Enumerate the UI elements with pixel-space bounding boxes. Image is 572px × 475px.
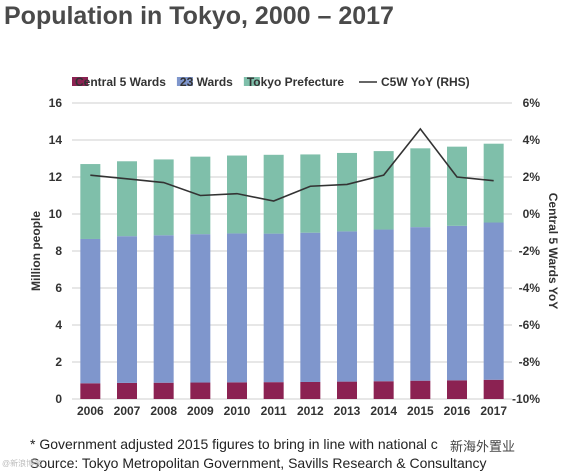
x-tick-label: 2010 <box>224 404 251 418</box>
bar-central-5-wards <box>263 382 284 399</box>
bar-23-wards <box>263 233 284 383</box>
bar-tokyo-prefecture <box>263 154 284 234</box>
bar-23-wards <box>300 232 321 382</box>
y2-axis-label: Central 5 Wards YoY <box>546 193 560 309</box>
bar-tokyo-prefecture <box>410 148 431 228</box>
x-tick-label: 2009 <box>187 404 214 418</box>
bar-tokyo-prefecture <box>300 154 321 233</box>
y-tick-label: 12 <box>49 170 63 184</box>
y-tick-label: 6 <box>55 281 62 295</box>
x-tick-label: 2012 <box>297 404 324 418</box>
y2-tick-label: 2% <box>523 170 541 184</box>
y2-tick-label: -6% <box>519 318 541 332</box>
bar-23-wards <box>117 236 137 383</box>
x-tick-label: 2007 <box>114 404 141 418</box>
bar-central-5-wards <box>153 382 174 399</box>
y-tick-label: 0 <box>55 392 62 406</box>
bar-central-5-wards <box>190 382 211 399</box>
bar-23-wards <box>447 225 467 381</box>
bar-tokyo-prefecture <box>153 159 174 236</box>
y-tick-label: 2 <box>55 355 62 369</box>
y2-tick-label: -2% <box>519 244 541 258</box>
y-tick-label: 8 <box>55 244 62 258</box>
bar-23-wards <box>410 227 431 381</box>
x-tick-label: 2008 <box>150 404 177 418</box>
bar-23-wards <box>483 222 504 380</box>
bar-central-5-wards <box>117 382 137 399</box>
bar-23-wards <box>373 229 394 382</box>
legend-swatch <box>72 77 88 86</box>
bar-central-5-wards <box>227 382 247 399</box>
bar-23-wards <box>337 231 357 382</box>
watermark-left: @新浪博客 <box>2 459 43 468</box>
y2-tick-label: -10% <box>512 392 540 406</box>
y-axis-label: Million people <box>29 211 43 291</box>
bar-23-wards <box>190 234 211 383</box>
bar-23-wards <box>227 233 247 383</box>
source-note: Source: Tokyo Metropolitan Government, S… <box>30 455 487 471</box>
bar-central-5-wards <box>410 380 431 399</box>
chart-title: Population in Tokyo, 2000 – 2017 <box>4 2 394 30</box>
x-tick-label: 2014 <box>370 404 397 418</box>
x-tick-label: 2006 <box>77 404 104 418</box>
bar-23-wards <box>80 238 101 384</box>
bar-central-5-wards <box>300 381 321 399</box>
x-tick-label: 2015 <box>407 404 434 418</box>
bar-tokyo-prefecture <box>227 155 247 234</box>
legend-label: 23 Wards <box>180 75 233 89</box>
legend-label: Central 5 Wards <box>75 75 166 89</box>
legend-label: C5W YoY (RHS) <box>381 75 470 89</box>
watermark: 新海外置业 <box>448 436 518 455</box>
y-tick-label: 10 <box>49 207 63 221</box>
y2-tick-label: 0% <box>523 207 541 221</box>
y2-tick-label: -8% <box>519 355 541 369</box>
y2-tick-label: 4% <box>523 133 541 147</box>
bar-tokyo-prefecture <box>447 146 467 226</box>
y-tick-label: 16 <box>49 96 63 110</box>
bar-tokyo-prefecture <box>117 161 137 237</box>
bar-central-5-wards <box>447 380 467 399</box>
y-tick-label: 4 <box>55 318 62 332</box>
x-tick-label: 2013 <box>334 404 361 418</box>
x-tick-label: 2016 <box>444 404 471 418</box>
y2-tick-label: 6% <box>523 96 541 110</box>
legend-label: Tokyo Prefecture <box>247 75 344 89</box>
y-tick-label: 14 <box>49 133 63 147</box>
footnote: * Government adjusted 2015 figures to br… <box>30 436 438 452</box>
bar-central-5-wards <box>483 379 504 399</box>
bar-tokyo-prefecture <box>373 151 394 230</box>
line-c5w-yoy <box>90 127 494 202</box>
legend-swatch <box>176 77 193 86</box>
bar-central-5-wards <box>373 381 394 399</box>
legend-swatch <box>243 77 260 86</box>
bar-central-5-wards <box>337 381 357 399</box>
bar-tokyo-prefecture <box>80 164 101 239</box>
y2-tick-label: -4% <box>519 281 541 295</box>
bar-central-5-wards <box>80 383 101 399</box>
bar-tokyo-prefecture <box>483 143 504 223</box>
x-tick-label: 2017 <box>480 404 507 418</box>
bar-23-wards <box>153 235 174 383</box>
bar-tokyo-prefecture <box>337 152 357 232</box>
x-tick-label: 2011 <box>261 404 287 418</box>
